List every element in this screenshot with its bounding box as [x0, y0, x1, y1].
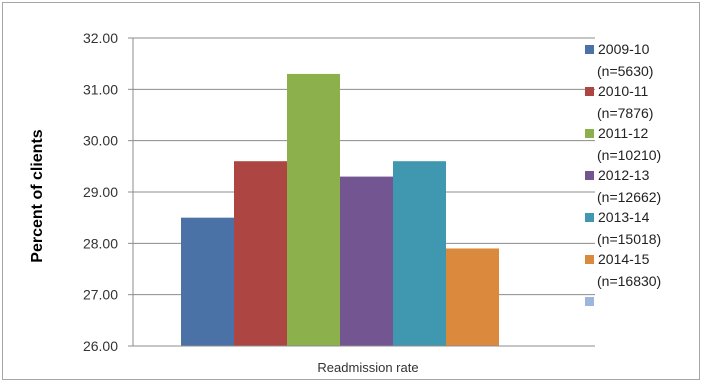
legend-label: 2010-11	[598, 83, 649, 99]
legend-swatch	[585, 87, 594, 96]
y-tick-label: 28.00	[83, 235, 118, 251]
bar-2012-13	[340, 176, 393, 346]
legend-count: (n=7876)	[597, 105, 653, 121]
bar-2011-12	[287, 73, 340, 346]
legend-label: 2012-13	[598, 167, 650, 183]
y-tick-label: 26.00	[83, 338, 118, 354]
legend: 2009-10 (n=5630) 2010-11 (n=7876) 2011-12 (n=…	[585, 41, 661, 306]
legend-count: (n=10210)	[597, 147, 661, 163]
legend-swatch	[585, 129, 594, 138]
legend-label: 2011-12	[598, 125, 649, 141]
legend-swatch	[585, 213, 594, 222]
legend-count: (n=5630)	[597, 63, 653, 79]
y-tick-label: 29.00	[83, 184, 118, 200]
bars	[181, 73, 499, 346]
legend-swatch	[585, 171, 594, 180]
y-tick-label: 31.00	[83, 81, 118, 97]
bar-2013-14	[393, 161, 446, 346]
axes	[132, 38, 595, 347]
legend-swatch	[585, 255, 594, 264]
legend-label: 2013-14	[598, 209, 650, 225]
legend-label: 2014-15	[598, 251, 650, 267]
legend-count: (n=15018)	[597, 231, 661, 247]
legend-swatch	[585, 45, 594, 54]
legend-count: (n=16830)	[597, 273, 661, 289]
bar-2009-10	[181, 217, 234, 346]
y-tick-label: 30.00	[83, 133, 118, 149]
y-tick-label: 32.00	[83, 30, 118, 46]
legend-count: (n=12662)	[597, 189, 661, 205]
bar-2010-11	[234, 161, 287, 346]
bar-2014-15	[446, 248, 499, 346]
y-tick-label: 27.00	[83, 287, 118, 303]
legend-swatch-extra	[585, 297, 594, 306]
x-axis-label: Readmission rate	[317, 360, 418, 375]
legend-label: 2009-10	[598, 41, 650, 57]
y-tick-labels: 26.00 27.00 28.00 29.00 30.00 31.00 32.00	[83, 30, 118, 354]
y-axis-label: Percent of clients	[29, 129, 46, 262]
